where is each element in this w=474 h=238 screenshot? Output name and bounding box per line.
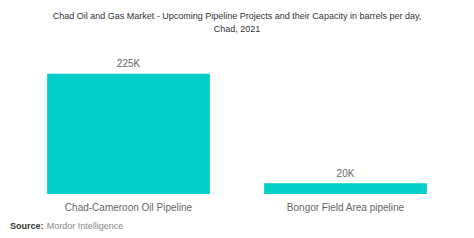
svg-text:Chad Oil and Gas Market - Upco: Chad Oil and Gas Market - Upcoming Pipel… <box>53 11 422 21</box>
svg-text:Bongor Field Area pipeline: Bongor Field Area pipeline <box>287 202 405 213</box>
svg-text:225K: 225K <box>117 58 141 69</box>
svg-text:Mordor Intelligence: Mordor Intelligence <box>47 221 124 231</box>
svg-text:Chad, 2021: Chad, 2021 <box>214 24 261 34</box>
svg-text:20K: 20K <box>337 168 355 179</box>
svg-text:Source:: Source: <box>10 221 44 231</box>
svg-text:Chad-Cameroon Oil Pipeline: Chad-Cameroon Oil Pipeline <box>65 202 193 213</box>
